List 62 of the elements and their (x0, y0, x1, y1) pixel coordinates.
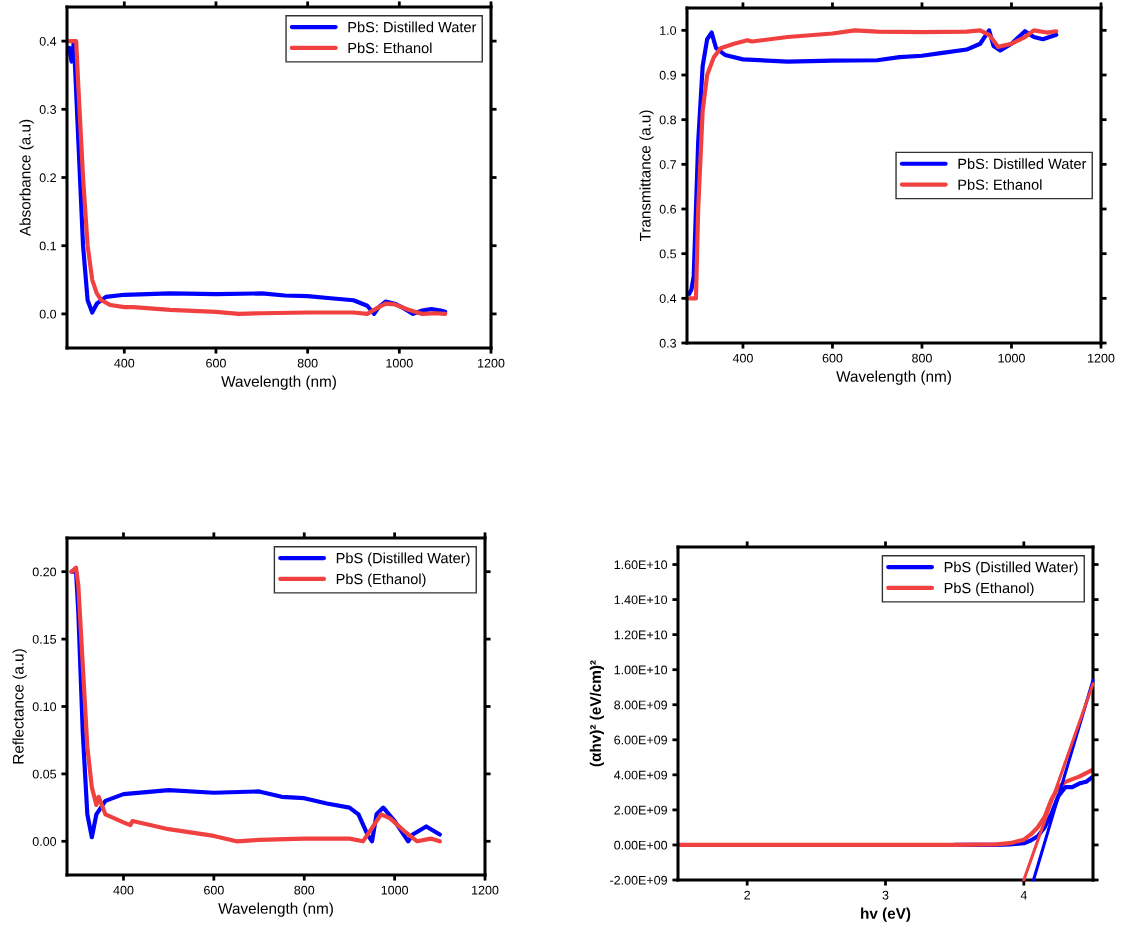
y-tick-label: 0.7 (659, 160, 676, 169)
y-tick-label: 1.20E+10 (614, 630, 668, 640)
y-axis-title: Transmittance (a.u) (639, 110, 654, 242)
legend-label: PbS: Distilled Water (348, 21, 477, 33)
x-tick-label: 400 (732, 353, 753, 363)
y-axis-title: Absorbance (a.u) (19, 119, 34, 237)
y-tick-label: 0.0 (39, 309, 57, 319)
x-axis-title: Wavelength (nm) (836, 370, 951, 385)
y-tick-label: 2.00E+09 (614, 805, 667, 815)
x-tick-label: 600 (822, 353, 843, 363)
x-tick-label: 400 (114, 358, 135, 368)
x-axis-title: Wavelength (nm) (218, 902, 333, 917)
y-tick-label: 0.10 (32, 702, 57, 712)
y-tick-label: 1.0 (660, 26, 677, 35)
y-tick-label: 0.4 (39, 36, 57, 46)
legend-label: PbS: Ethanol (958, 179, 1042, 190)
y-tick-label: 0.5 (659, 249, 677, 259)
y-tick-label: 0.9 (659, 70, 676, 80)
x-tick-label: 1200 (472, 885, 499, 895)
y-tick-label: 0.4 (659, 294, 677, 303)
legend-label: PbS: Distilled Water (958, 158, 1087, 169)
x-tick-label: 1000 (381, 885, 409, 895)
y-tick-label: 1.00E+10 (614, 665, 668, 675)
x-tick-label: 800 (297, 358, 318, 368)
x-tick-label: 3 (882, 890, 889, 900)
x-tick-label: 4 (1020, 890, 1027, 900)
x-tick-label: 1200 (1088, 353, 1115, 363)
y-tick-label: 0.3 (39, 105, 57, 114)
legend-label: PbS: Ethanol (348, 42, 432, 54)
x-tick-label: 1000 (998, 353, 1025, 363)
y-tick-label: 1.60E+10 (614, 560, 668, 570)
y-tick-label: 4.00E+09 (614, 770, 667, 780)
x-axis-title: Wavelength (nm) (221, 375, 336, 390)
x-axis-title: hv (eV) (861, 907, 911, 922)
y-axis-title: Reflectance (a.u) (12, 649, 27, 764)
y-tick-label: 0.1 (39, 241, 56, 251)
y-tick-label: 0.3 (659, 338, 677, 348)
x-tick-label: 800 (912, 353, 932, 363)
x-tick-label: 400 (113, 885, 134, 895)
x-tick-label: 600 (204, 885, 224, 895)
legend-label: PbS (Distilled Water) (944, 561, 1078, 576)
x-tick-label: 1000 (386, 358, 413, 368)
x-tick-label: 800 (294, 885, 315, 895)
legend-label: PbS (Ethanol) (944, 582, 1034, 597)
y-axis-title: (αhv)² (eV/cm)² (589, 660, 604, 767)
x-tick-label: 2 (744, 890, 751, 900)
y-tick-label: 1.40E+10 (614, 595, 668, 605)
y-tick-label: 0.15 (32, 634, 57, 644)
y-tick-label: 0.8 (659, 115, 677, 125)
legend-label: PbS (Ethanol) (336, 573, 426, 588)
x-tick-label: 600 (206, 358, 226, 368)
y-tick-label: -2.00E+09 (610, 875, 667, 885)
x-tick-label: 1200 (478, 358, 505, 368)
y-tick-label: 6.00E+09 (614, 735, 667, 745)
y-tick-label: 0.20 (32, 567, 57, 577)
legend-label: PbS (Distilled Water) (336, 552, 470, 567)
y-tick-label: 0.6 (659, 204, 677, 214)
y-tick-label: 8.00E+09 (614, 700, 667, 710)
y-tick-label: 0.2 (39, 173, 56, 183)
y-tick-label: 0.00E+00 (614, 840, 668, 850)
y-tick-label: 0.05 (32, 769, 57, 779)
y-tick-label: 0.00 (32, 837, 57, 846)
